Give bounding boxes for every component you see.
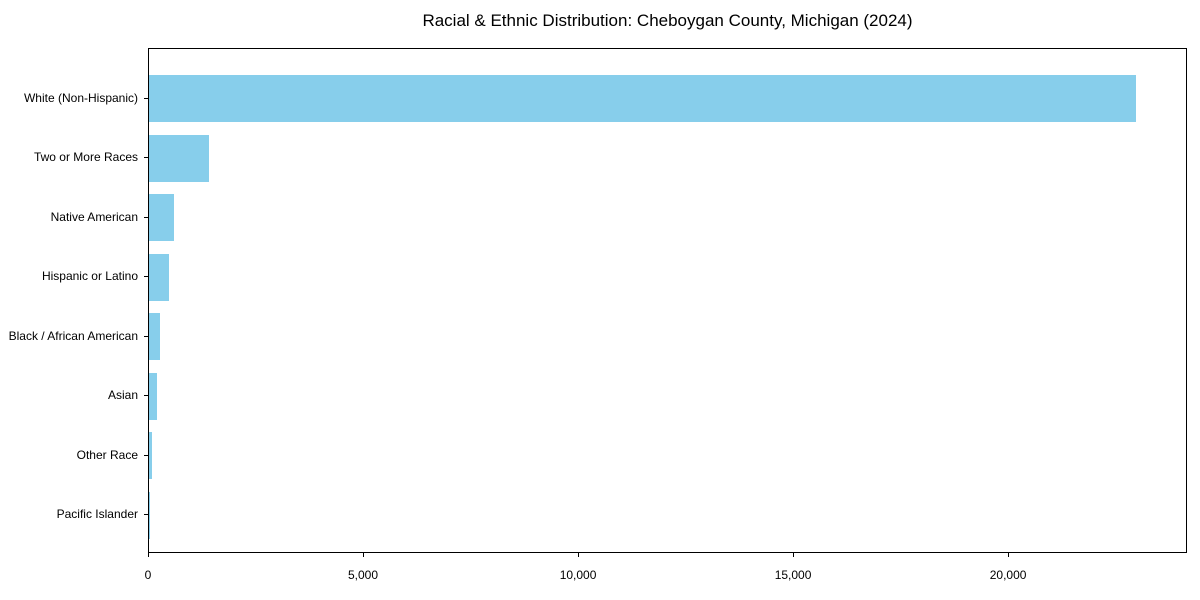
y-tick-label-white-non-hispanic: White (Non-Hispanic) bbox=[23, 90, 138, 105]
x-tick-label: 10,000 bbox=[559, 568, 597, 582]
x-tick-mark bbox=[363, 553, 365, 557]
x-tick-label: 5,000 bbox=[348, 568, 379, 582]
bar-white-non-hispanic bbox=[149, 75, 1137, 122]
y-tick-label-black-african-american: Black / African American bbox=[8, 328, 138, 343]
y-tick-mark bbox=[144, 395, 148, 397]
y-tick-mark bbox=[144, 454, 148, 456]
y-tick-label-other-race: Other Race bbox=[76, 447, 138, 462]
y-tick-label-pacific-islander: Pacific Islander bbox=[56, 507, 138, 522]
y-tick-label-hispanic-or-latino: Hispanic or Latino bbox=[41, 269, 138, 284]
x-tick-mark bbox=[148, 553, 149, 557]
x-tick-label: 20,000 bbox=[989, 568, 1027, 582]
bar-other-race bbox=[149, 432, 152, 480]
y-tick-mark bbox=[144, 335, 148, 337]
y-tick-mark bbox=[144, 216, 148, 218]
x-tick-label: 15,000 bbox=[774, 568, 812, 582]
y-tick-mark bbox=[144, 514, 148, 516]
bar-native-american bbox=[149, 194, 174, 242]
y-tick-mark bbox=[144, 276, 148, 278]
x-tick-label: 0 bbox=[144, 568, 152, 582]
bar-hispanic-or-latino bbox=[149, 253, 169, 301]
y-tick-mark bbox=[144, 97, 148, 99]
x-tick-mark bbox=[793, 553, 795, 557]
bar-black-african-american bbox=[149, 313, 161, 361]
bar-asian bbox=[149, 372, 157, 420]
y-tick-label-two-or-more-races: Two or More Races bbox=[33, 150, 138, 165]
x-tick-mark bbox=[1008, 553, 1010, 557]
bar-two-or-more-races bbox=[149, 134, 210, 182]
x-tick-mark bbox=[578, 553, 580, 557]
chart-title: Racial & Ethnic Distribution: Cheboygan … bbox=[422, 11, 913, 30]
y-tick-mark bbox=[144, 157, 148, 159]
y-tick-label-native-american: Native American bbox=[50, 209, 138, 224]
y-tick-label-asian: Asian bbox=[107, 388, 138, 403]
plot-area bbox=[148, 48, 1187, 553]
